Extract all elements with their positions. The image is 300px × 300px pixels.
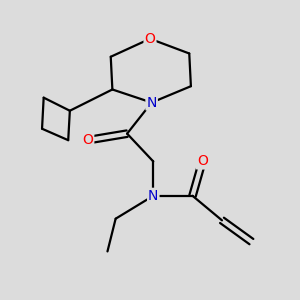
Text: O: O [197,154,208,169]
Text: N: N [148,189,158,203]
Text: O: O [145,32,155,46]
Text: N: N [146,96,157,110]
Text: O: O [82,133,93,147]
